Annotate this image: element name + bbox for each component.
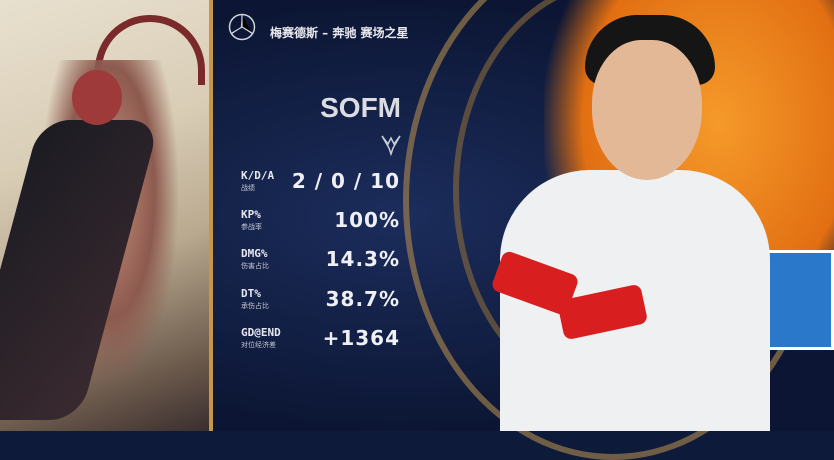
stat-sublabel: 承伤占比 [241,302,269,310]
stat-sublabel: 战绩 [241,184,255,192]
stat-dt: DT% 承伤占比 38.7% [241,287,400,311]
sponsor-title: 梅赛德斯 – 奔驰 赛场之星 [270,26,409,40]
stat-sublabel: 伤害占比 [241,262,269,270]
stat-value: 100% [334,208,400,232]
stat-sublabel: 参战率 [241,223,262,231]
stat-label: K/D/A [241,169,275,182]
stat-label: DT% [241,287,261,300]
stat-value: 38.7% [325,287,400,311]
gold-divider [209,0,213,431]
player-name: SOFM [320,92,401,123]
stat-value: 2 / 0 / 10 [291,169,400,193]
stat-kp: KP% 参战率 100% [241,208,400,232]
stat-dmg: DMG% 伤害占比 14.3% [241,247,400,271]
stat-value: +1364 [322,326,400,350]
stat-label: GD@END [241,326,281,339]
mercedes-benz-logo-icon [228,13,256,41]
stat-label: DMG% [241,247,268,260]
lpl-emblem-icon [381,135,401,156]
player-face [592,40,702,180]
stat-value: 14.3% [325,247,400,271]
stat-kda: K/D/A 战绩 2 / 0 / 10 [241,169,400,193]
stat-gd: GD@END 对位经济差 +1364 [241,326,400,350]
stat-label: KP% [241,208,261,221]
champion-splash-art [0,0,210,431]
stat-sublabel: 对位经济差 [241,341,276,349]
